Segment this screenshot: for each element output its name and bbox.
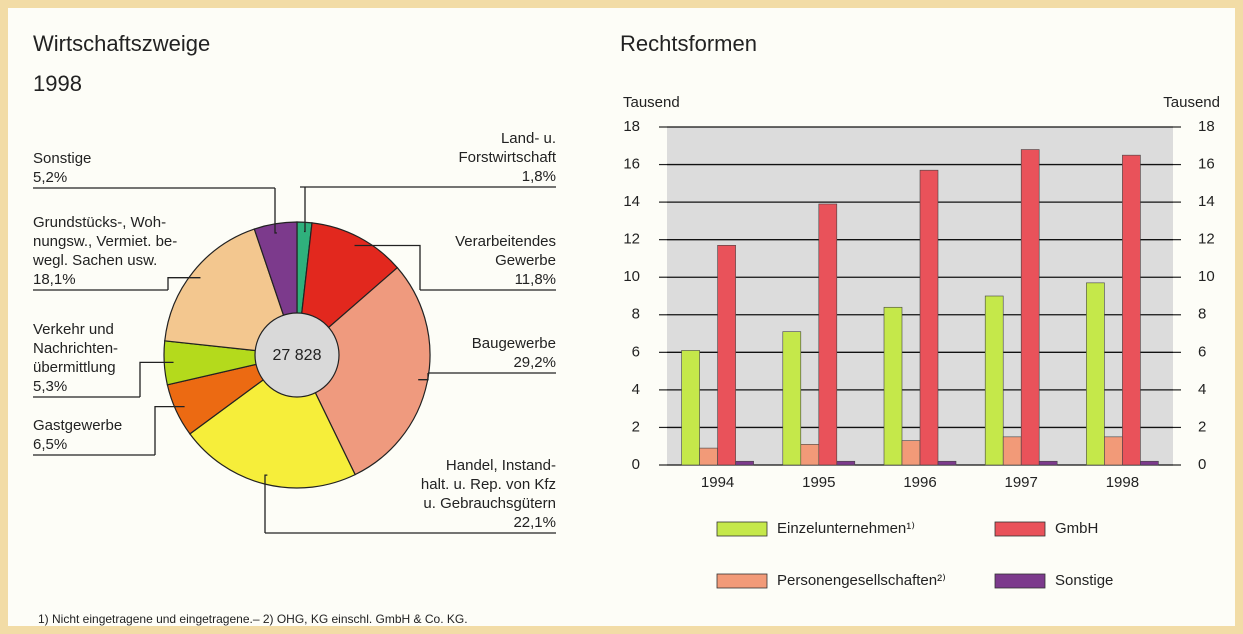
bar [1086, 282, 1105, 466]
y-tick-label: 14 [623, 193, 640, 210]
y2-tick-label: 18 [1198, 118, 1215, 135]
bar [1020, 149, 1040, 466]
bar [818, 203, 838, 466]
bar [984, 295, 1004, 466]
y-tick-label: 12 [623, 231, 640, 248]
x-tick-label: 1996 [903, 474, 936, 491]
legend-swatch [994, 521, 1046, 537]
pie-slice [164, 228, 298, 356]
value-label: 5,3% [33, 378, 68, 395]
pie-title: Wirtschaftszweige [33, 31, 211, 56]
y-axis-label: Tausend [623, 94, 680, 111]
bar [699, 447, 718, 466]
leader-line [154, 405, 185, 455]
y2-axis-label: Tausend [1163, 94, 1220, 111]
value-label: 6,5% [33, 436, 68, 453]
category-label: Baugewerbe [471, 335, 556, 352]
y2-tick-label: 16 [1198, 156, 1215, 173]
leader-line [354, 244, 421, 290]
y-tick-label: 16 [623, 156, 640, 173]
pie-center [254, 312, 340, 398]
bar [735, 460, 754, 466]
category-label: Verarbeitendes Gewerbe [455, 233, 556, 269]
value-label: 18,1% [33, 271, 76, 288]
leader-line [274, 188, 277, 234]
bar-title: Rechtsformen [620, 31, 757, 56]
bar [800, 444, 820, 466]
bar [836, 460, 856, 466]
x-tick-label: 1995 [802, 474, 835, 491]
legend-label: Einzelunternehmen¹⁾ [777, 520, 915, 537]
bar [901, 440, 921, 466]
y-tick-label: 2 [632, 418, 640, 435]
y2-tick-label: 0 [1198, 456, 1206, 473]
y2-tick-label: 14 [1198, 193, 1215, 210]
bar [782, 331, 802, 466]
value-label: 1,8% [521, 168, 556, 185]
value-label: 5,2% [33, 169, 68, 186]
y-tick-label: 18 [623, 118, 640, 135]
footnote: 1) Nicht eingetragene und eingetragene.–… [38, 612, 468, 626]
slice-label: Handel, Instand- halt. u. Rep. von Kfz u… [421, 456, 556, 532]
y2-tick-label: 2 [1198, 418, 1206, 435]
category-label: Gastgewerbe [33, 417, 123, 434]
legend-swatch [716, 573, 768, 589]
y2-tick-label: 10 [1198, 268, 1215, 285]
bar [1122, 154, 1141, 466]
value-label: 11,8% [514, 271, 556, 288]
leader-line [167, 277, 201, 290]
bar [1002, 436, 1022, 466]
leader-line [418, 373, 429, 381]
category-label: Grundstücks-, Woh- nungsw., Vermiet. be-… [33, 214, 178, 269]
legend-label: Personengesellschaften²⁾ [777, 572, 946, 589]
category-label: Land- u. Forstwirtschaft [458, 130, 556, 166]
y2-tick-label: 12 [1198, 231, 1215, 248]
category-label: Handel, Instand- halt. u. Rep. von Kfz u… [420, 457, 556, 512]
slice-label: Gastgewerbe 6,5% [33, 416, 122, 454]
legend-label: Sonstige [1055, 572, 1113, 589]
y2-tick-label: 8 [1198, 306, 1206, 323]
category-label: Verkehr und Nachrichten- übermittlung [33, 321, 119, 376]
x-tick-label: 1997 [1005, 474, 1038, 491]
y2-tick-label: 4 [1198, 381, 1206, 398]
leader-line [303, 187, 306, 233]
bar [681, 350, 700, 466]
legend-swatch [994, 573, 1046, 589]
bar [717, 245, 736, 466]
bar [919, 169, 939, 466]
legend-label: GmbH [1055, 520, 1098, 537]
y2-tick-label: 6 [1198, 343, 1206, 360]
y-tick-label: 10 [623, 268, 640, 285]
y-tick-label: 4 [632, 381, 640, 398]
y-tick-label: 8 [632, 306, 640, 323]
y-tick-label: 6 [632, 343, 640, 360]
slice-label: Verkehr und Nachrichten- übermittlung 5,3… [33, 320, 118, 396]
leader-line [139, 361, 174, 397]
bar [883, 306, 903, 466]
bar [1038, 460, 1058, 466]
bar [1140, 460, 1159, 466]
value-label: 29,2% [513, 354, 556, 371]
bar [1104, 436, 1123, 466]
x-tick-label: 1994 [701, 474, 734, 491]
slice-label: Baugewerbe 29,2% [472, 334, 556, 372]
slice-label: Land- u. Forstwirtschaft 1,8% [458, 129, 556, 186]
legend-swatch [716, 521, 768, 537]
category-label: Sonstige [33, 150, 92, 167]
y-tick-label: 0 [632, 456, 640, 473]
pie-subtitle: 1998 [33, 71, 82, 96]
leader-line [264, 474, 268, 533]
center-label: 27 828 [273, 347, 322, 364]
slice-label: Verarbeitendes Gewerbe 11,8% [455, 232, 556, 289]
slice-label: Grundstücks-, Woh- nungsw., Vermiet. be-… [33, 213, 177, 289]
bar [937, 460, 957, 466]
value-label: 22,1% [513, 514, 556, 531]
slice-label: Sonstige 5,2% [33, 149, 91, 187]
x-tick-label: 1998 [1106, 474, 1139, 491]
